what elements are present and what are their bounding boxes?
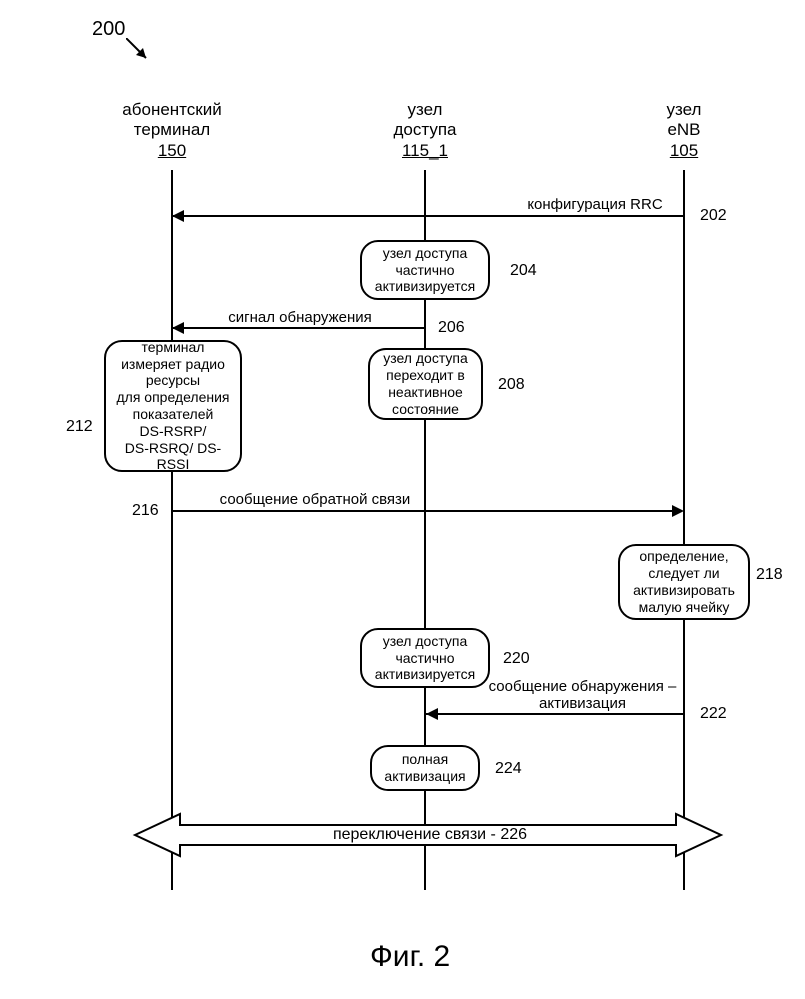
step-204-l1: узел доступа	[383, 245, 468, 261]
step-218-l1: определение,	[639, 548, 728, 564]
step-218-ref: 218	[756, 566, 783, 584]
step-220-box: узел доступа частично активизируется	[360, 628, 490, 688]
step-204-l3: активизируется	[375, 278, 475, 294]
msg-216-label: сообщение обратной связи	[205, 491, 425, 508]
step-204-box: узел доступа частично активизируется	[360, 240, 490, 300]
step-218-box: определение, следует ли активизировать м…	[618, 544, 750, 620]
msg-222-l2: активизация	[539, 695, 626, 712]
lifeline-enb	[683, 170, 685, 890]
msg-206-ref: 206	[438, 319, 465, 337]
step-208-l3: неактивное	[388, 384, 463, 400]
msg-202-arrow	[172, 210, 184, 222]
msg-206-label: сигнал обнаружения	[215, 309, 385, 326]
msg-202-ref: 202	[700, 207, 727, 225]
step-220-l3: активизируется	[375, 666, 475, 682]
msg-222-label: сообщение обнаружения – активизация	[485, 678, 680, 712]
msg-226-label: переключение связи - 226	[320, 826, 540, 844]
msg-216-arrow	[672, 505, 684, 517]
msg-216-ref: 216	[132, 502, 159, 520]
step-224-l2: активизация	[384, 768, 465, 784]
lifeline-an-title1: узел	[408, 100, 443, 119]
msg-222-arrow	[426, 708, 438, 720]
step-208-l4: состояние	[392, 401, 459, 417]
step-212-l2: измеряет радио	[121, 356, 225, 372]
step-218-l2: следует ли	[648, 565, 719, 581]
step-218-l3: активизировать	[633, 582, 735, 598]
step-212-ref: 212	[66, 418, 93, 436]
step-212-box: терминал измеряет радио ресурсы для опре…	[104, 340, 242, 472]
figure-pointer-arrow	[126, 38, 156, 68]
lifeline-enb-id: 105	[670, 141, 698, 160]
msg-222-ref: 222	[700, 705, 727, 723]
step-204-l2: частично	[395, 262, 454, 278]
lifeline-enb-title2: eNB	[667, 120, 700, 139]
lifeline-enb-title1: узел	[667, 100, 702, 119]
step-220-l2: частично	[395, 650, 454, 666]
lifeline-an-id: 115_1	[402, 141, 448, 160]
figure-number: 200	[92, 18, 125, 41]
step-212-l7: DS-RSRQ/ DS-RSSI	[125, 440, 221, 473]
lifeline-ue-title1: абонентский	[122, 100, 221, 119]
step-208-l2: переходит в	[386, 367, 465, 383]
msg-202-line	[172, 215, 684, 217]
msg-206-line	[172, 327, 424, 329]
step-208-l1: узел доступа	[383, 350, 468, 366]
msg-216-line	[172, 510, 682, 512]
lifeline-ue-label: абонентский терминал 150	[112, 100, 232, 161]
msg-202-label: конфигурация RRC	[510, 196, 680, 213]
step-208-box: узел доступа переходит в неактивное сост…	[368, 348, 483, 420]
step-212-l5: показателей	[133, 406, 214, 422]
step-218-l4: малую ячейку	[639, 599, 730, 615]
step-224-box: полная активизация	[370, 745, 480, 791]
msg-222-line	[426, 713, 684, 715]
lifeline-ue-title2: терминал	[134, 120, 210, 139]
step-220-ref: 220	[503, 650, 530, 668]
lifeline-an-label: узел доступа 115_1	[385, 100, 465, 161]
step-212-l4: для определения	[116, 389, 229, 405]
step-224-l1: полная	[402, 751, 448, 767]
step-224-ref: 224	[495, 760, 522, 778]
step-212-l3: ресурсы	[146, 372, 200, 388]
step-212-l6: DS-RSRP/	[140, 423, 207, 439]
lifeline-ue	[171, 170, 173, 890]
lifeline-enb-label: узел eNB 105	[654, 100, 714, 161]
step-208-ref: 208	[498, 376, 525, 394]
figure-caption: Фиг. 2	[370, 940, 450, 974]
msg-206-arrow	[172, 322, 184, 334]
step-204-ref: 204	[510, 262, 537, 280]
lifeline-ue-id: 150	[158, 141, 186, 160]
step-220-l1: узел доступа	[383, 633, 468, 649]
msg-222-l1: сообщение обнаружения –	[489, 678, 677, 695]
lifeline-an-title2: доступа	[393, 120, 456, 139]
step-212-l1: терминал	[142, 339, 205, 355]
